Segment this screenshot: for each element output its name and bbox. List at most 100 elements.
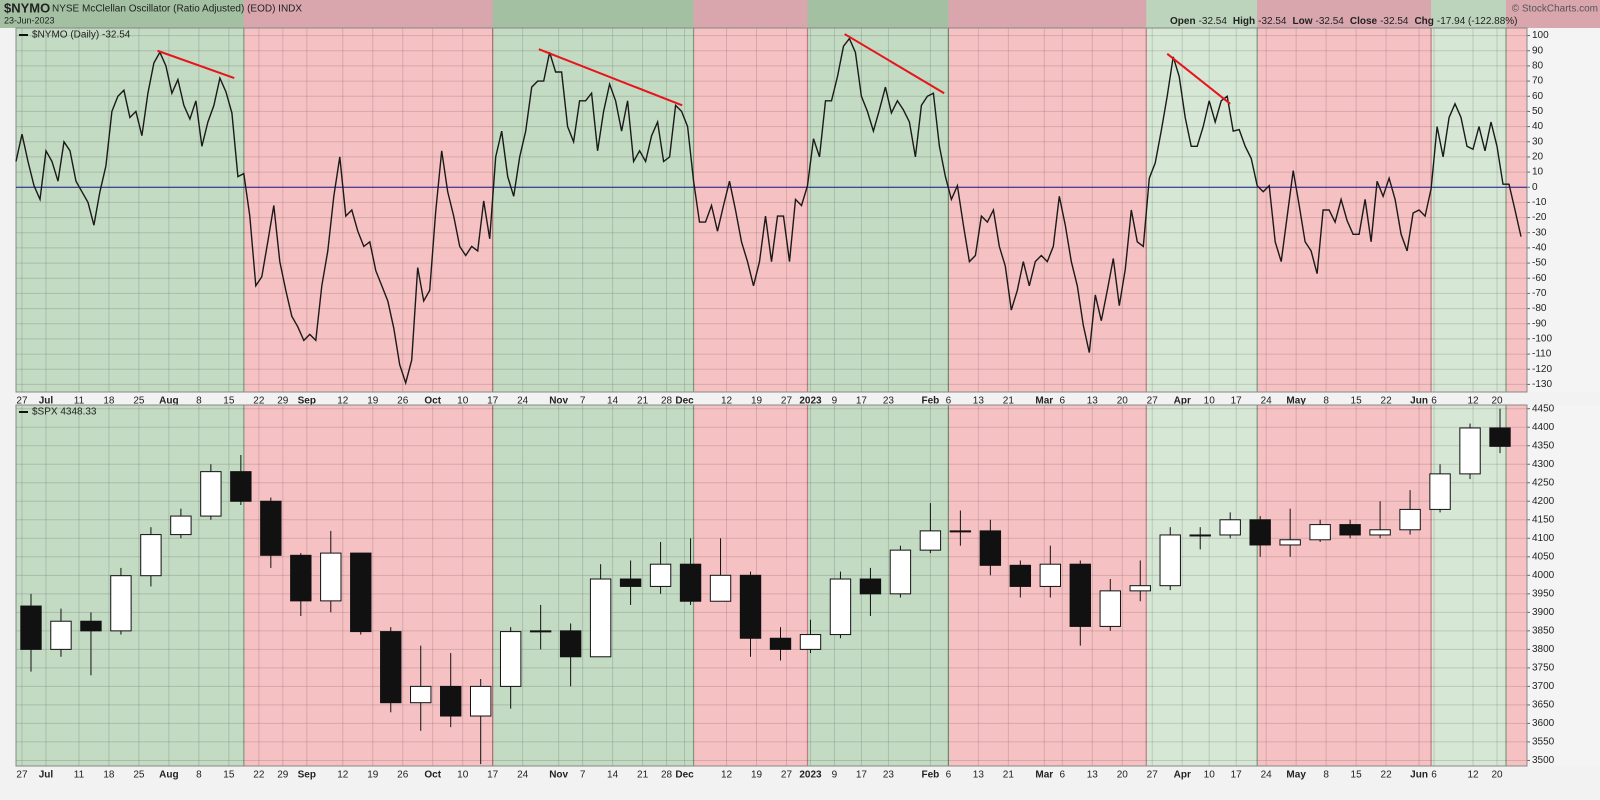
y-tick-label: 80 [1532, 61, 1544, 72]
y-tick-label: -10 [1532, 197, 1547, 208]
x-tick-label: 6 [1060, 770, 1066, 781]
y-tick-label: 4050 [1532, 551, 1555, 562]
candle-body [140, 534, 162, 577]
x-tick-label: 27 [1147, 770, 1159, 781]
candle-body [889, 549, 912, 595]
header-band [948, 0, 1147, 28]
stat-label: Close [1350, 16, 1378, 27]
candle-body [619, 578, 642, 587]
x-tick-label: 14 [607, 396, 619, 407]
candle-body [290, 554, 312, 602]
x-tick-label: 21 [637, 770, 649, 781]
region [1431, 28, 1507, 392]
candle-body [1309, 524, 1331, 541]
candle-body [1069, 563, 1091, 627]
x-tick-label: 20 [1117, 770, 1129, 781]
x-tick-label: 9 [832, 770, 838, 781]
y-tick-label: 30 [1532, 136, 1544, 147]
y-tick-label: 4400 [1532, 422, 1555, 433]
candle-body [1099, 590, 1121, 627]
oscillator-line [15, 37, 1522, 386]
x-tick-label: Feb [922, 396, 940, 407]
y-tick-label: 4000 [1532, 570, 1555, 581]
candle-body [200, 471, 222, 517]
candle-body [1189, 534, 1211, 537]
stat-label: Open [1170, 16, 1196, 27]
candle-body [260, 500, 282, 556]
x-tick-label: 8 [1323, 396, 1329, 407]
candle-body [320, 552, 342, 602]
x-tick-label: 19 [751, 396, 763, 407]
candle-body [739, 574, 762, 639]
y-tick-label: -100 [1532, 334, 1552, 345]
region [243, 28, 493, 392]
header-bands [0, 0, 1600, 28]
x-tick-label: 23 [883, 770, 895, 781]
x-tick-label: 15 [1351, 396, 1363, 407]
x-tick-label: 6 [1431, 770, 1437, 781]
candle-body [410, 685, 432, 704]
y-tick-label: 3850 [1532, 625, 1555, 636]
x-tick-label: 15 [1351, 770, 1363, 781]
candle-body [50, 620, 72, 650]
x-tick-label: 27 [16, 770, 28, 781]
y-tick-label: -130 [1532, 379, 1552, 390]
ohlc-stats: Open -32.54 High -32.54 Low -32.54 Close -32.54… [1170, 16, 1518, 27]
header-band [492, 0, 694, 28]
x-tick-label: 10 [457, 396, 469, 407]
y-tick-label: 3550 [1532, 737, 1555, 748]
legend: $SPX 4348.33 [32, 407, 97, 418]
x-tick-label: 26 [397, 770, 409, 781]
x-tick-label: Apr [1174, 396, 1191, 407]
x-tick-label: 13 [973, 770, 985, 781]
candle-body [649, 563, 672, 587]
y-tick-label: -110 [1532, 349, 1552, 360]
y-tick-label: 3700 [1532, 681, 1555, 692]
x-tick-label: 7 [580, 770, 586, 781]
date: 23-Jun-2023 [4, 15, 55, 25]
x-tick-label: Mar [1035, 396, 1053, 407]
x-tick-label: Feb [922, 770, 940, 781]
x-tick-label: 24 [1261, 770, 1273, 781]
x-tick-label: 10 [1204, 396, 1216, 407]
axis-area [1527, 28, 1600, 392]
x-tick-label: 22 [253, 770, 265, 781]
y-tick-label: 4450 [1532, 403, 1555, 414]
candle-body [1489, 427, 1511, 447]
y-tick-label: 3950 [1532, 588, 1555, 599]
x-tick-label: 12 [337, 396, 349, 407]
x-tick-label: Apr [1174, 770, 1191, 781]
candle-body [230, 471, 252, 502]
x-tick-label: 12 [1467, 770, 1479, 781]
x-tick-label: Aug [159, 770, 178, 781]
candle-body [170, 515, 192, 536]
header-band [243, 0, 493, 28]
x-tick-label: 6 [1431, 396, 1437, 407]
x-tick-label: 19 [751, 770, 763, 781]
stat-value: -32.54 [1316, 16, 1345, 27]
candle-body [589, 578, 612, 658]
header-band [1431, 0, 1507, 28]
region [16, 28, 244, 392]
y-tick-label: -30 [1532, 227, 1547, 238]
x-tick-label: 24 [517, 396, 529, 407]
candle-body [440, 685, 462, 717]
y-tick-label: -50 [1532, 258, 1547, 269]
candle-body [679, 563, 702, 602]
x-tick-label: 18 [103, 770, 115, 781]
stat-value: -32.54 [1258, 16, 1287, 27]
candle-body [709, 574, 732, 602]
region [693, 28, 808, 392]
y-tick-label: 4250 [1532, 477, 1555, 488]
x-tick-label: 17 [856, 396, 868, 407]
candle-body [799, 634, 822, 650]
x-tick-label: 25 [133, 770, 145, 781]
x-tick-label: 27 [16, 396, 28, 407]
x-tick-label: 2023 [799, 770, 822, 781]
y-tick-label: -60 [1532, 273, 1547, 284]
x-tick-label: 10 [1204, 770, 1216, 781]
header-band [1146, 0, 1258, 28]
x-tick-label: Mar [1035, 770, 1053, 781]
region [1506, 405, 1527, 766]
x-tick-label: Jun [1410, 770, 1428, 781]
